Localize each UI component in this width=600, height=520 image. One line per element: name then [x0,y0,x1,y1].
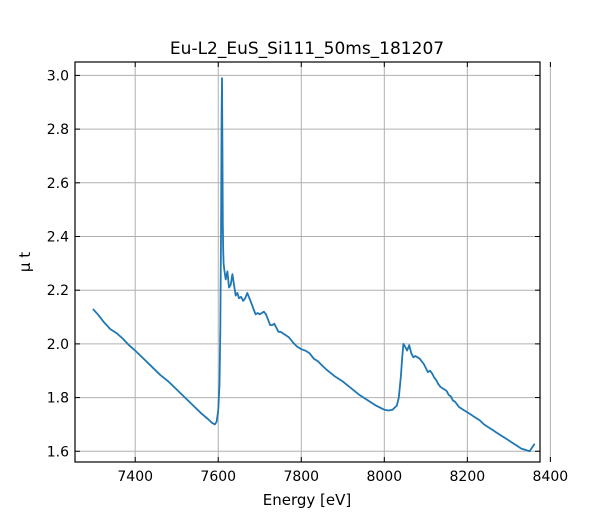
chart-title: Eu-L2_EuS_Si111_50ms_181207 [170,39,444,59]
y-tick-label: 2.8 [47,122,69,138]
x-tick-label: 7800 [283,469,319,485]
y-tick-label: 1.6 [47,444,69,460]
y-tick-label: 2.2 [47,283,69,299]
y-tick-label: 2.4 [47,229,69,245]
x-tick-label: 7600 [200,469,236,485]
y-tick-label: 2.0 [47,337,69,353]
x-tick-label: 7400 [117,469,153,485]
x-tick-label: 8200 [450,469,486,485]
y-tick-label: 1.8 [47,391,69,407]
y-tick-label: 2.6 [47,176,69,192]
x-tick-label: 8000 [366,469,402,485]
grid-layer [75,62,551,462]
plot-frame [74,61,541,463]
tick-layer: 7400 7600 7800 8000 8200 8400 1.6 1.8 2.0 2.2 2.4 2… [47,62,568,485]
y-axis-label: μ t [16,252,34,272]
x-tick-label: 8400 [533,469,569,485]
y-tick-label: 3.0 [47,68,69,84]
series-layer [92,77,536,453]
series-line [92,77,536,453]
x-axis-label: Energy [eV] [263,491,351,509]
